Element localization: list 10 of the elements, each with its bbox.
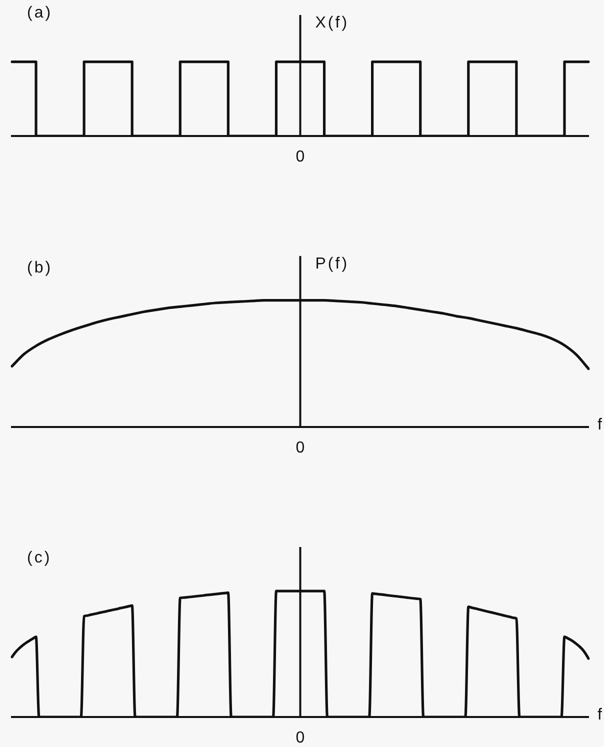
text: 0	[296, 148, 305, 166]
x-axis-title: f	[598, 416, 602, 434]
x-axis-title: f	[598, 706, 602, 724]
text: 0	[296, 729, 305, 746]
chart-title: (b)	[27, 259, 53, 276]
y-axis-title: P(f)	[315, 255, 350, 272]
chart-title: (c)	[27, 549, 52, 566]
text: 0	[296, 439, 305, 456]
chart-title: (a)	[27, 4, 53, 22]
y-axis-title: X(f)	[315, 14, 350, 32]
